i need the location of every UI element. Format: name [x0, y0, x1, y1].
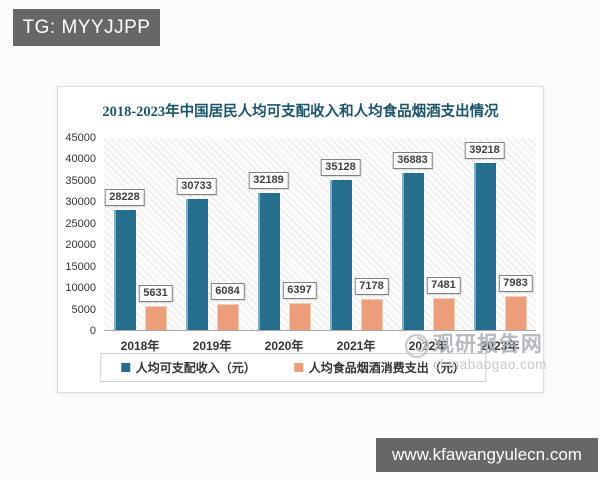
- income-bar-slot: 36883: [392, 138, 433, 330]
- expense-bar: [288, 302, 311, 330]
- y-tick-label: 20000: [65, 239, 96, 252]
- website-url-badge: www.kfawangyulecn.com: [376, 438, 598, 472]
- bar-group: 32189 6397: [248, 138, 320, 330]
- chart-card: 2018-2023年中国居民人均可支配收入和人均食品烟酒支出情况 45000 40…: [57, 86, 546, 393]
- income-bar-slot: 39218: [464, 138, 505, 330]
- x-axis-labels: 2018年 2019年 2020年 2021年 2022年 2023年: [104, 337, 536, 354]
- income-value-label: 35128: [320, 159, 361, 177]
- income-bar-slot: 35128: [320, 138, 361, 330]
- bar-group: 39218 7983: [464, 138, 536, 330]
- legend-item-income: 人均可支配收入（元）: [120, 359, 256, 376]
- income-bar: [329, 180, 352, 330]
- expense-value-label: 7178: [354, 278, 389, 296]
- expense-value-label: 7481: [426, 277, 461, 295]
- legend-item-expense: 人均食品烟酒消费支出（元）: [293, 359, 465, 376]
- income-value-label: 32189: [248, 171, 289, 189]
- x-tick-label: 2023年: [480, 339, 520, 353]
- income-bar: [257, 192, 280, 330]
- expense-bar-slot: 7481: [426, 138, 461, 330]
- bar-group: 35128 7178: [320, 138, 392, 330]
- chart-legend: 人均可支配收入（元） 人均食品烟酒消费支出（元）: [99, 353, 486, 382]
- expense-bar: [360, 299, 383, 330]
- x-tick-label: 2018年: [120, 339, 160, 353]
- expense-bar-slot: 6084: [210, 138, 245, 330]
- income-value-label: 28228: [104, 188, 145, 206]
- x-tick-label: 2019年: [192, 339, 232, 353]
- tg-channel-badge: TG: MYYJJPP: [13, 9, 160, 46]
- expense-bar-slot: 5631: [138, 138, 173, 330]
- bar-group: 36883 7481: [392, 138, 464, 330]
- income-bar-slot: 30733: [176, 138, 217, 330]
- y-tick-label: 35000: [65, 174, 96, 187]
- legend-income-label: 人均可支配收入（元）: [135, 361, 256, 375]
- y-tick-label: 25000: [65, 217, 96, 230]
- y-tick-label: 5000: [71, 303, 96, 316]
- expense-bar: [432, 298, 455, 330]
- expense-value-label: 6397: [282, 281, 317, 299]
- income-value-label: 39218: [464, 141, 505, 159]
- expense-value-label: 5631: [138, 284, 173, 302]
- y-tick-label: 45000: [65, 132, 96, 144]
- expense-value-label: 7983: [498, 274, 533, 292]
- income-bar: [473, 162, 496, 330]
- legend-expense-label: 人均食品烟酒消费支出（元）: [308, 361, 465, 375]
- expense-legend-swatch: [293, 363, 303, 372]
- bar-group: 28228 5631: [104, 138, 176, 330]
- expense-bar-slot: 7178: [354, 138, 389, 330]
- y-axis: 45000 40000 35000 30000 25000 20000 15000 10000…: [58, 132, 100, 337]
- expense-bar: [504, 295, 527, 330]
- x-tick-label: 2022年: [408, 339, 448, 353]
- expense-bar-slot: 6397: [282, 138, 317, 330]
- expense-value-label: 6084: [210, 283, 245, 301]
- y-tick-label: 10000: [65, 282, 96, 295]
- expense-bar: [144, 305, 167, 330]
- income-value-label: 36883: [392, 151, 433, 169]
- y-tick-label: 40000: [65, 153, 96, 166]
- plot-area: 28228 5631 30733 6084 32189 6397 35128 7178 3688…: [104, 138, 536, 331]
- y-tick-label: 0: [89, 325, 96, 337]
- x-tick-label: 2021年: [336, 339, 376, 353]
- chart-title: 2018-2023年中国居民人均可支配收入和人均食品烟酒支出情况: [102, 104, 499, 120]
- income-bar-slot: 32189: [248, 138, 289, 330]
- income-legend-swatch: [120, 363, 130, 372]
- income-bar-slot: 28228: [104, 138, 145, 330]
- income-bar: [113, 209, 136, 330]
- y-tick-label: 30000: [65, 196, 96, 209]
- income-bar: [185, 198, 208, 330]
- income-bar: [401, 172, 424, 330]
- x-tick-label: 2020年: [264, 339, 304, 353]
- bar-group: 30733 6084: [176, 138, 248, 330]
- income-value-label: 30733: [176, 177, 217, 195]
- expense-bar-slot: 7983: [498, 138, 533, 330]
- y-tick-label: 15000: [65, 260, 96, 273]
- expense-bar: [216, 304, 239, 330]
